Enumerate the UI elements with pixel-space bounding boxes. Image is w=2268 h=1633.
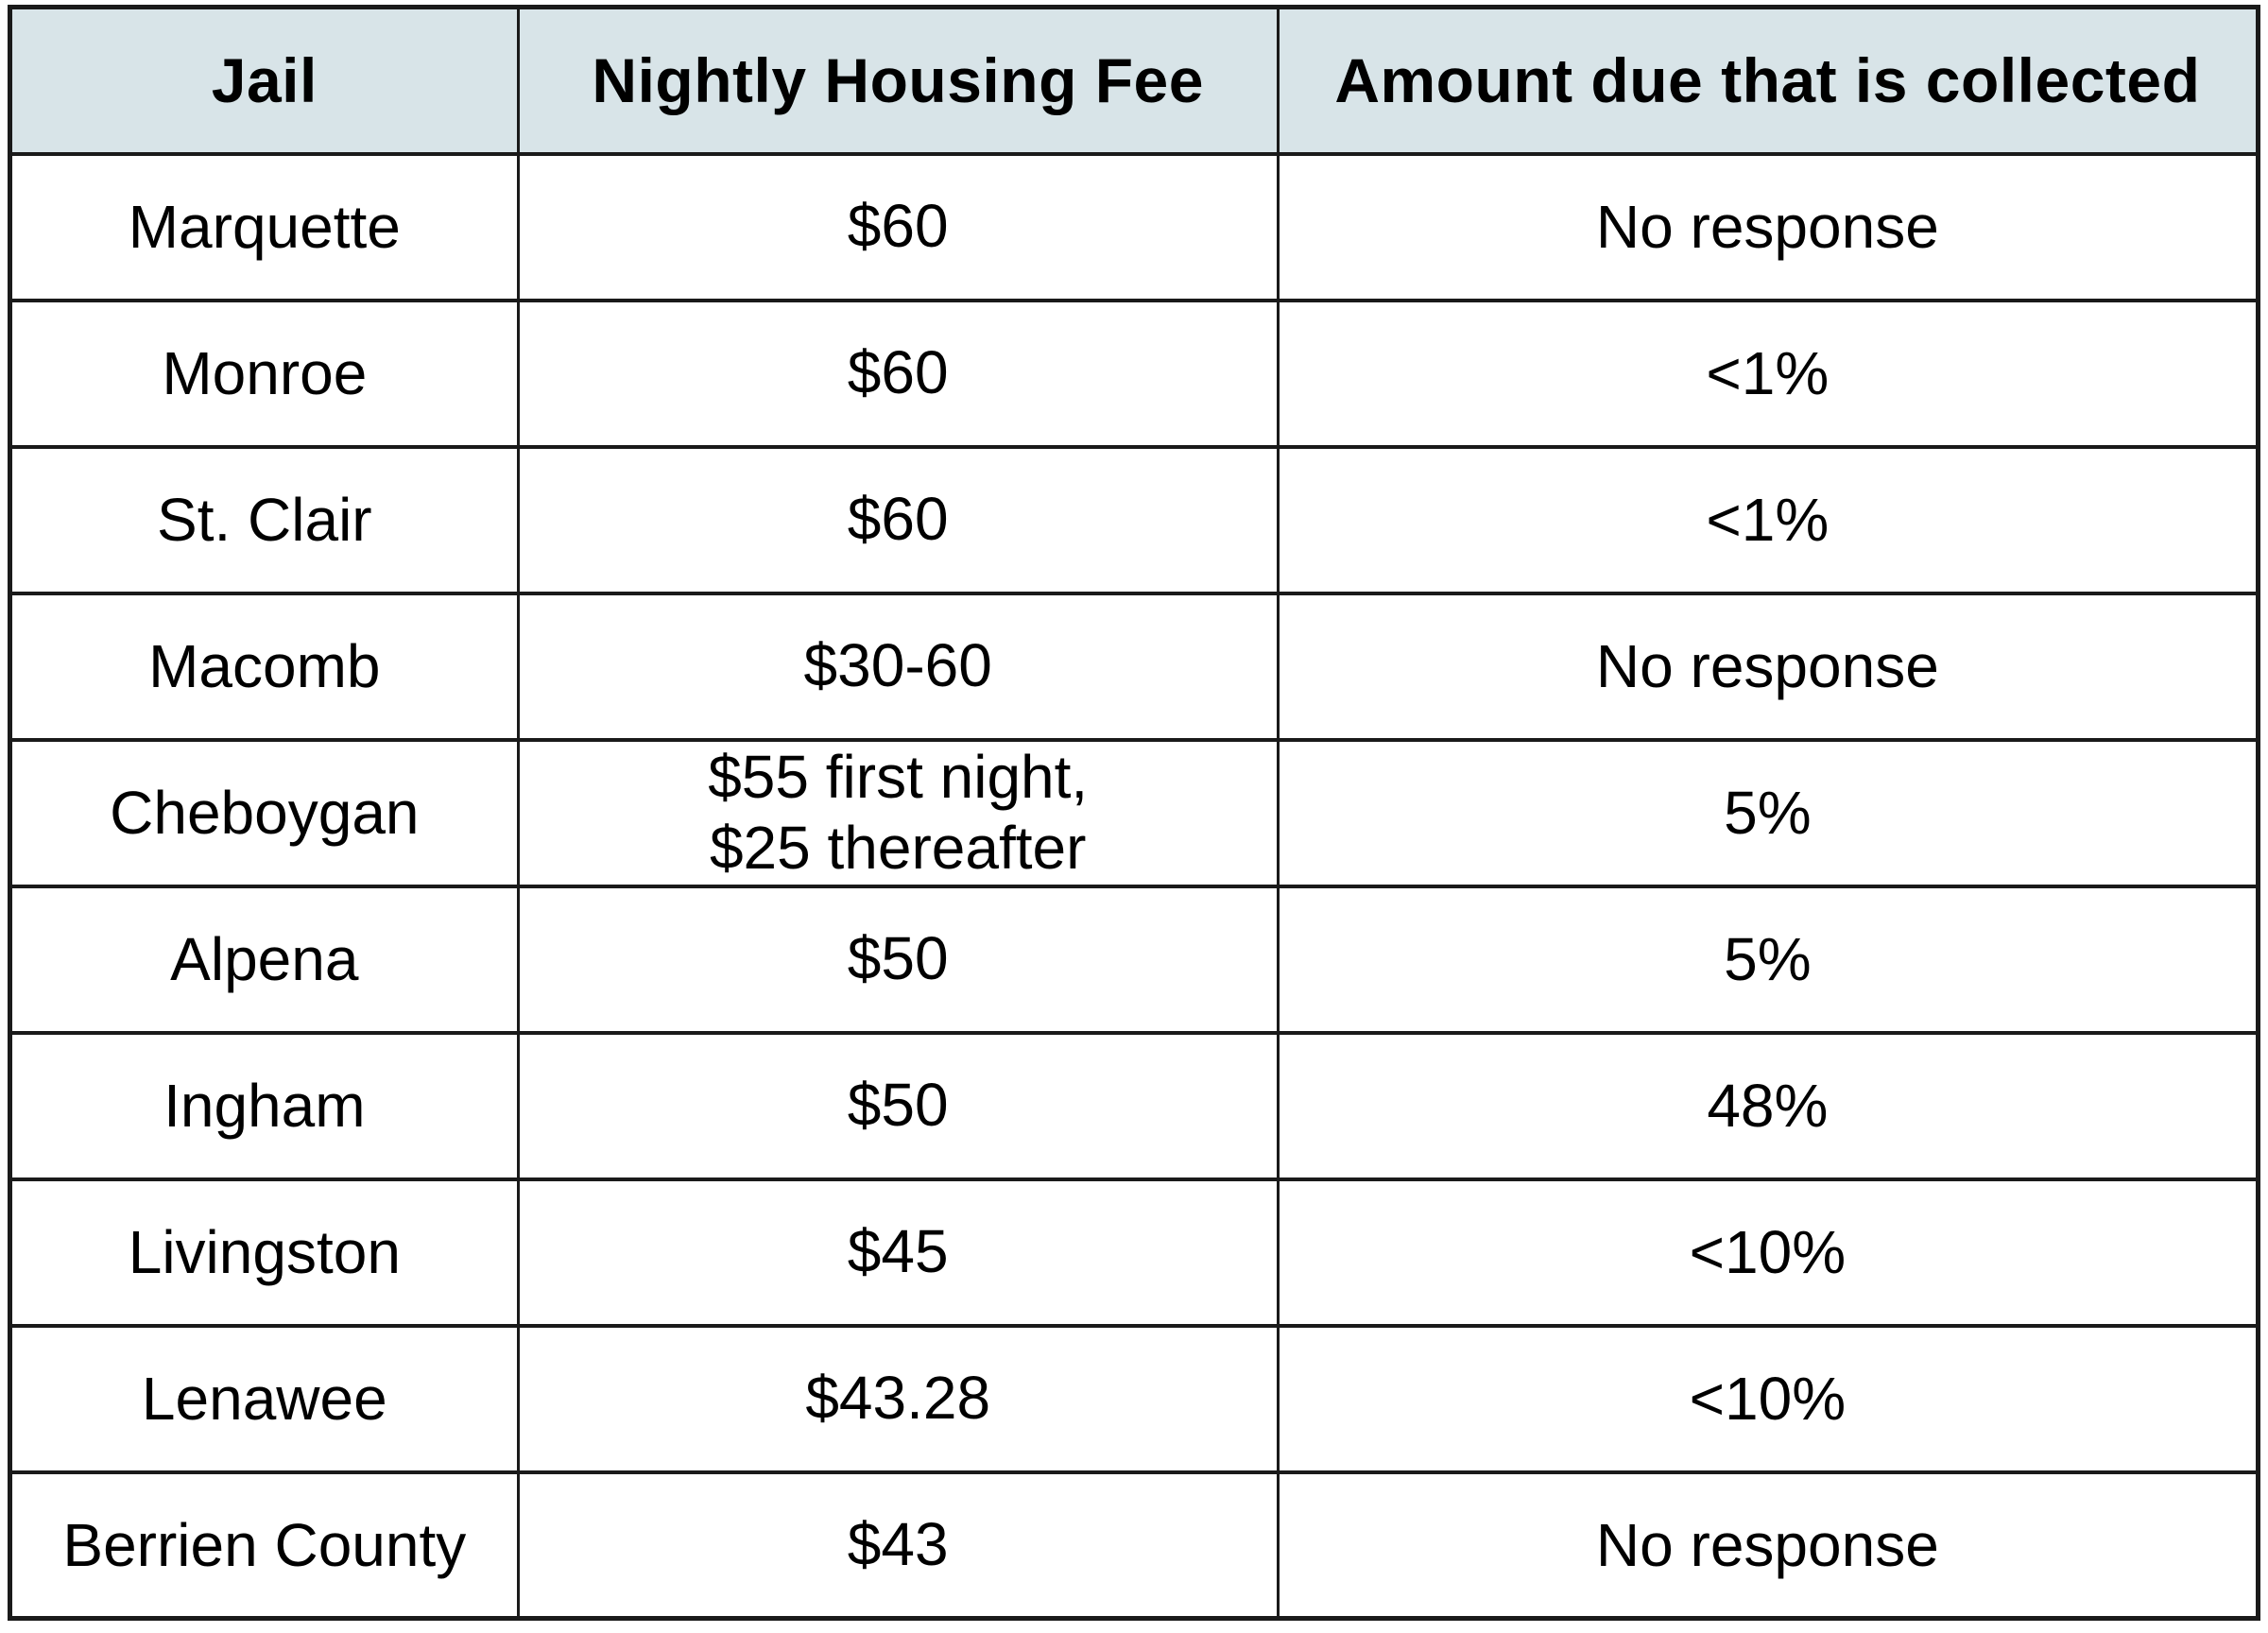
fee-cell: $50 xyxy=(516,884,1280,1035)
fee-cell: $55 first night, $25 thereafter xyxy=(516,737,1280,888)
fee-cell: $60 xyxy=(516,298,1280,449)
collected-cell: No response xyxy=(1276,151,2260,302)
fee-cell: $60 xyxy=(516,444,1280,595)
collected-cell: 48% xyxy=(1276,1030,2260,1181)
jail-cell: St. Clair xyxy=(9,444,520,595)
table-row: Cheboygan $55 first night, $25 thereafte… xyxy=(9,737,2260,888)
jail-cell: Berrien County xyxy=(9,1470,520,1621)
fee-cell: $60 xyxy=(516,151,1280,302)
column-header-jail: Jail xyxy=(9,5,520,156)
table-row: Livingston $45 <10% xyxy=(9,1177,2260,1328)
table-row: Lenawee $43.28 <10% xyxy=(9,1323,2260,1474)
jail-cell: Alpena xyxy=(9,884,520,1035)
jail-cell: Cheboygan xyxy=(9,737,520,888)
jail-cell: Ingham xyxy=(9,1030,520,1181)
jail-cell: Marquette xyxy=(9,151,520,302)
jail-cell: Livingston xyxy=(9,1177,520,1328)
table-row: Berrien County $43 No response xyxy=(9,1470,2260,1621)
jail-housing-fee-table: Jail Nightly Housing Fee Amount due that… xyxy=(8,5,2260,1622)
table-row: Monroe $60 <1% xyxy=(9,298,2260,449)
table-row: Alpena $50 5% xyxy=(9,884,2260,1035)
column-header-nightly-housing-fee: Nightly Housing Fee xyxy=(516,5,1280,156)
table-row: Ingham $50 48% xyxy=(9,1030,2260,1181)
fee-cell: $45 xyxy=(516,1177,1280,1328)
table-row: Marquette $60 No response xyxy=(9,151,2260,302)
fee-cell: $43.28 xyxy=(516,1323,1280,1474)
collected-cell: <1% xyxy=(1276,298,2260,449)
jail-cell: Lenawee xyxy=(9,1323,520,1474)
collected-cell: No response xyxy=(1276,591,2260,742)
jail-cell: Macomb xyxy=(9,591,520,742)
collected-cell: <10% xyxy=(1276,1323,2260,1474)
collected-cell: 5% xyxy=(1276,737,2260,888)
table-row: St. Clair $60 <1% xyxy=(9,444,2260,595)
jail-cell: Monroe xyxy=(9,298,520,449)
fee-cell: $50 xyxy=(516,1030,1280,1181)
collected-cell: 5% xyxy=(1276,884,2260,1035)
column-header-amount-collected: Amount due that is collected xyxy=(1276,5,2260,156)
fee-cell: $43 xyxy=(516,1470,1280,1621)
collected-cell: <1% xyxy=(1276,444,2260,595)
header-row: Jail Nightly Housing Fee Amount due that… xyxy=(9,5,2260,156)
fee-cell: $30-60 xyxy=(516,591,1280,742)
collected-cell: <10% xyxy=(1276,1177,2260,1328)
table-row: Macomb $30-60 No response xyxy=(9,591,2260,742)
collected-cell: No response xyxy=(1276,1470,2260,1621)
